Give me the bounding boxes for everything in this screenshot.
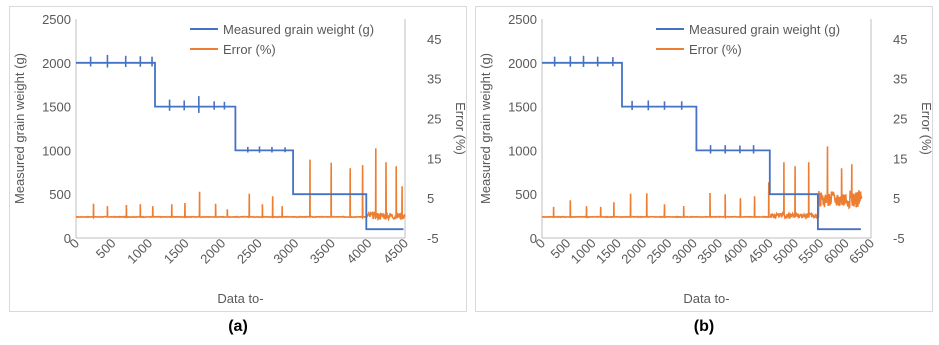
c0-x-tick-label: 4000 bbox=[344, 236, 375, 267]
c1-error-series-line bbox=[541, 146, 863, 221]
c0-y-tick-label: 0 bbox=[64, 231, 71, 246]
caption-b: (b) bbox=[693, 318, 715, 335]
c0-y2-tick-label: 35 bbox=[427, 72, 441, 87]
c1-x-tick-label: 1000 bbox=[568, 236, 599, 267]
c1-x-tick-label: 5500 bbox=[795, 236, 826, 267]
c1-x-tick-label: 2000 bbox=[618, 236, 649, 267]
c0-y2-tick-label: 5 bbox=[427, 191, 434, 206]
c1-x-tick-label: 6000 bbox=[821, 236, 852, 267]
c0-y2-tick-label: 25 bbox=[427, 112, 441, 127]
c1-x-axis-title: Data to- bbox=[683, 291, 729, 306]
c1-x-tick-label: 6500 bbox=[846, 236, 877, 267]
c0-x-tick-label: 2500 bbox=[234, 236, 265, 267]
c0-y2-tick-label: -5 bbox=[427, 231, 439, 246]
c0-x-tick-label: 1500 bbox=[161, 236, 192, 267]
c0-y-axis-title: Measured grain weight (g) bbox=[12, 53, 27, 204]
c0-y2-axis-title: Error (%) bbox=[453, 102, 468, 155]
c1-x-tick-label: 3500 bbox=[694, 236, 725, 267]
c1-y-axis-title: Measured grain weight (g) bbox=[478, 53, 493, 204]
c1-legend-label-error: Error (%) bbox=[689, 42, 742, 57]
c0-x-tick-label: 3000 bbox=[270, 236, 301, 267]
c0-legend-label-error: Error (%) bbox=[223, 42, 276, 57]
c1-y2-tick-label: 35 bbox=[893, 72, 907, 87]
c1-x-tick-label: 3000 bbox=[669, 236, 700, 267]
c1-y2-tick-label: 45 bbox=[893, 32, 907, 47]
c0-x-tick-label: 2000 bbox=[197, 236, 228, 267]
c0-y-tick-label: 1000 bbox=[42, 143, 71, 158]
c1-y-tick-label: 2000 bbox=[508, 56, 537, 71]
caption-a: (a) bbox=[228, 318, 248, 335]
c0-y-tick-label: 2000 bbox=[42, 56, 71, 71]
c0-x-axis-title: Data to- bbox=[217, 291, 263, 306]
c0-weight-series-line bbox=[76, 61, 404, 231]
c1-x-tick-label: 4000 bbox=[720, 236, 751, 267]
c1-y2-axis-title: Error (%) bbox=[919, 102, 934, 155]
c0-x-tick-label: 3500 bbox=[307, 236, 338, 267]
c0-x-tick-label: 1000 bbox=[124, 236, 155, 267]
c1-y-tick-label: 0 bbox=[530, 231, 537, 246]
c1-legend-label-weight: Measured grain weight (g) bbox=[689, 22, 840, 37]
c0-y2-tick-label: 15 bbox=[427, 151, 441, 166]
c1-y-tick-label: 1500 bbox=[508, 100, 537, 115]
c1-x-tick-label: 4500 bbox=[745, 236, 776, 267]
c0-error-series-line bbox=[75, 148, 406, 222]
c0-legend-label-weight: Measured grain weight (g) bbox=[223, 22, 374, 37]
c0-x-tick-label: 500 bbox=[93, 236, 119, 262]
c0-y2-tick-label: 45 bbox=[427, 32, 441, 47]
c1-y2-tick-label: 15 bbox=[893, 151, 907, 166]
c1-y2-tick-label: 5 bbox=[893, 191, 900, 206]
chart-panel-b: 0 500 1000 1500 2000 2500 -5 5 15 25 35 45 0 500 1000 1… bbox=[475, 6, 934, 312]
c1-y2-tick-label: -5 bbox=[893, 231, 905, 246]
c1-y2-tick-label: 25 bbox=[893, 112, 907, 127]
c1-x-tick-label: 1500 bbox=[593, 236, 624, 267]
c1-weight-series-line bbox=[542, 61, 861, 231]
c0-y-tick-label: 500 bbox=[49, 187, 71, 202]
c0-x-tick-label: 4500 bbox=[380, 236, 411, 267]
chart-panel-a: 0 500 1000 1500 2000 2500 -5 5 15 25 35 45 0 500 1000 1… bbox=[9, 6, 468, 312]
c1-y-tick-label: 2500 bbox=[508, 12, 537, 27]
c1-y-tick-label: 500 bbox=[515, 187, 537, 202]
c1-x-tick-label: 5000 bbox=[770, 236, 801, 267]
c1-x-tick-label: 2500 bbox=[644, 236, 675, 267]
c1-y-tick-label: 1000 bbox=[508, 143, 537, 158]
c0-y-tick-label: 2500 bbox=[42, 12, 71, 27]
c0-y-tick-label: 1500 bbox=[42, 100, 71, 115]
